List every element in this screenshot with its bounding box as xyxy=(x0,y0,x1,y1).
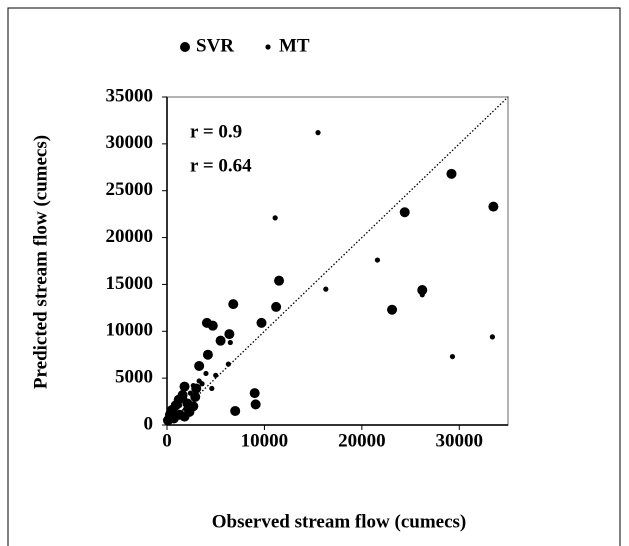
y-axis-title: Predicted stream flow (cumecs) xyxy=(30,135,51,389)
x-tick-label: 0 xyxy=(162,430,172,451)
point xyxy=(194,360,205,371)
point xyxy=(187,390,193,396)
legend-marker xyxy=(265,44,271,50)
legend-marker xyxy=(180,42,190,52)
point xyxy=(225,361,231,367)
point xyxy=(446,168,457,179)
point xyxy=(209,385,215,392)
point xyxy=(190,383,196,389)
point xyxy=(249,388,260,399)
point xyxy=(417,285,428,296)
point xyxy=(228,299,239,310)
y-tick-label: 15000 xyxy=(106,273,154,294)
point xyxy=(203,370,209,377)
point xyxy=(449,353,456,360)
point xyxy=(271,301,282,312)
point xyxy=(168,413,174,419)
y-tick-label: 30000 xyxy=(106,132,154,153)
point xyxy=(177,402,183,408)
point xyxy=(179,381,190,392)
point xyxy=(272,215,278,221)
point xyxy=(227,339,233,346)
point xyxy=(215,335,226,346)
point xyxy=(323,286,329,292)
x-tick-label: 10000 xyxy=(241,430,289,451)
point xyxy=(315,130,321,136)
chart-border xyxy=(7,7,621,546)
point xyxy=(190,391,201,402)
point xyxy=(387,304,398,315)
x-tick-label: 20000 xyxy=(338,430,386,451)
y-tick-label: 25000 xyxy=(106,179,154,200)
point xyxy=(274,275,285,286)
point xyxy=(488,201,499,212)
y-tick-label: 35000 xyxy=(106,85,154,106)
point xyxy=(199,381,205,387)
point xyxy=(207,320,218,331)
x-axis-title: Observed stream flow (cumecs) xyxy=(212,511,467,532)
point xyxy=(202,349,213,360)
legend-label: MT xyxy=(279,35,310,56)
y-tick-label: 0 xyxy=(144,413,154,434)
point xyxy=(230,405,241,416)
point xyxy=(181,395,188,401)
point xyxy=(399,207,410,218)
annotation: r = 0.9 xyxy=(190,121,242,142)
point xyxy=(182,406,189,412)
point xyxy=(250,399,261,410)
point xyxy=(224,329,235,340)
point xyxy=(374,257,381,263)
y-tick-label: 10000 xyxy=(106,320,154,341)
point xyxy=(489,334,496,340)
y-tick-label: 20000 xyxy=(106,226,154,247)
point xyxy=(172,407,178,413)
x-tick-label: 30000 xyxy=(436,430,484,451)
point xyxy=(419,292,425,298)
point xyxy=(182,398,193,409)
y-tick-label: 5000 xyxy=(115,367,153,388)
point xyxy=(213,372,219,378)
annotation: r = 0.64 xyxy=(190,155,252,176)
point xyxy=(256,317,267,328)
legend-label: SVR xyxy=(196,35,234,56)
